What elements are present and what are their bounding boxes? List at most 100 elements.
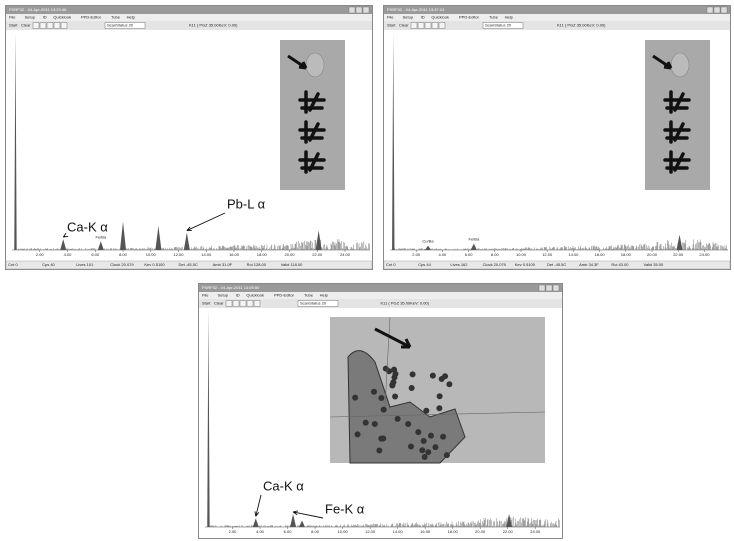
inset-photo [330,317,545,463]
status-item: Cps 40 [42,262,55,267]
x-tick-label: 2.00 [412,252,421,257]
scan-field: ScanStatus 20 [107,23,134,28]
menu-item[interactable]: File [387,15,394,20]
menu-item[interactable]: PPD-Editor [459,15,480,20]
start-button[interactable]: Start [202,301,211,306]
tool-button[interactable] [418,23,424,29]
map-dot [371,389,377,395]
menu-item[interactable]: PPD-Editor [81,15,102,20]
map-dot [405,421,411,427]
tool-button[interactable] [226,301,232,307]
window-button[interactable] [714,7,720,13]
menu-item[interactable]: Quicklook [431,15,449,20]
menu-item[interactable]: Tube [304,293,314,298]
status-item: Cps 44 [418,262,431,267]
tool-button[interactable] [240,301,246,307]
tool-button[interactable] [233,301,239,307]
window-button[interactable] [546,285,552,291]
tool-button[interactable] [432,23,438,29]
page: PXRF32 - 04-Apr-2011 13:23:46 File Setup ID… [0,0,734,541]
x-tick-label: 4.00 [439,252,448,257]
menu-item[interactable]: Help [127,15,136,20]
x-tick-label: 16.00 [229,252,240,257]
tool-button[interactable] [411,23,417,29]
map-dot [378,395,384,401]
map-dot [363,420,369,426]
menu-item[interactable]: Setup [218,293,229,298]
x-tick-label: 24.00 [340,252,351,257]
x-tick-label: 14.00 [568,252,579,257]
map-dot [432,444,438,450]
x-tick-label: 6.00 [284,529,293,534]
menu-item[interactable]: ID [236,293,240,298]
clear-button[interactable]: Clear [399,23,409,28]
tool-button[interactable] [61,23,67,29]
map-dot [395,416,401,422]
x-tick-label: 8.00 [491,252,500,257]
tool-button[interactable] [54,23,60,29]
tool-button[interactable] [247,301,253,307]
window-button[interactable] [721,7,727,13]
window-button[interactable] [349,7,355,13]
window-button[interactable] [553,285,559,291]
tool-button[interactable] [33,23,39,29]
x-tick-label: 20.00 [475,529,486,534]
x-tick-label: 10.00 [146,252,157,257]
menu-item[interactable]: Setup [403,15,414,20]
x-tick-label: 18.00 [621,252,632,257]
window-2: PXRF32 - 04-Apr-2011 13:37:24 File Setup ID… [383,5,731,270]
clear-button[interactable]: Clear [21,23,31,28]
status-item: Valid 118.00 [281,262,303,267]
peak-label: Cu/Ba [422,239,434,244]
x-tick-label: 2.00 [229,529,238,534]
menu-item[interactable]: Tube [111,15,121,20]
window-title: PXRF32 - 04-Apr-2011 14:05:50 [202,285,260,290]
menu-item[interactable]: File [202,293,209,298]
tool-button[interactable] [40,23,46,29]
window-title: PXRF32 - 04-Apr-2011 13:23:46 [9,7,67,12]
menu-item[interactable]: ID [43,15,47,20]
clear-button[interactable]: Clear [214,301,224,306]
map-dot [383,366,389,372]
menu-item[interactable]: File [9,15,16,20]
window-button[interactable] [707,7,713,13]
window-button[interactable] [539,285,545,291]
status-item: Clock 20.079 [483,262,507,267]
status-item: Clock 20.079 [110,262,134,267]
x-tick-label: 8.00 [119,252,128,257]
x-tick-label: 2.00 [36,252,45,257]
start-button[interactable]: Start [387,23,396,28]
menu-item[interactable]: Tube [489,15,499,20]
x-tick-label: 10.00 [338,529,349,534]
map-dot [436,405,442,411]
status-item: Det -45.5C [178,262,197,267]
window-button[interactable] [363,7,369,13]
map-dot [381,407,387,413]
status-item: Roi 128.00 [247,262,267,267]
menu-item[interactable]: Quicklook [53,15,71,20]
menu-item[interactable]: PPD-Editor [274,293,295,298]
tool-button[interactable] [254,301,260,307]
menu-item[interactable]: Help [505,15,514,20]
tool-button[interactable] [439,23,445,29]
annotation: Ca-K α [263,478,304,493]
tool-button[interactable] [425,23,431,29]
menu-item[interactable]: Quicklook [246,293,264,298]
menu-item[interactable]: ID [421,15,425,20]
map-dot [422,454,428,460]
window-title: PXRF32 - 04-Apr-2011 13:37:24 [387,7,445,12]
status-item: Roi 43.00 [611,262,629,267]
window-button[interactable] [356,7,362,13]
status-item: Lives 162 [450,262,468,267]
menu-item[interactable]: Setup [25,15,36,20]
inset-photo [645,40,710,190]
map-dot [419,447,425,453]
x-tick-label: 22.00 [673,252,684,257]
tool-button[interactable] [47,23,53,29]
status-item: Lives 101 [76,262,94,267]
menu-item[interactable]: Help [320,293,329,298]
start-button[interactable]: Start [9,23,18,28]
x-tick-label: 12.00 [365,529,376,534]
map-dot [437,393,443,399]
map-dot [355,431,361,437]
